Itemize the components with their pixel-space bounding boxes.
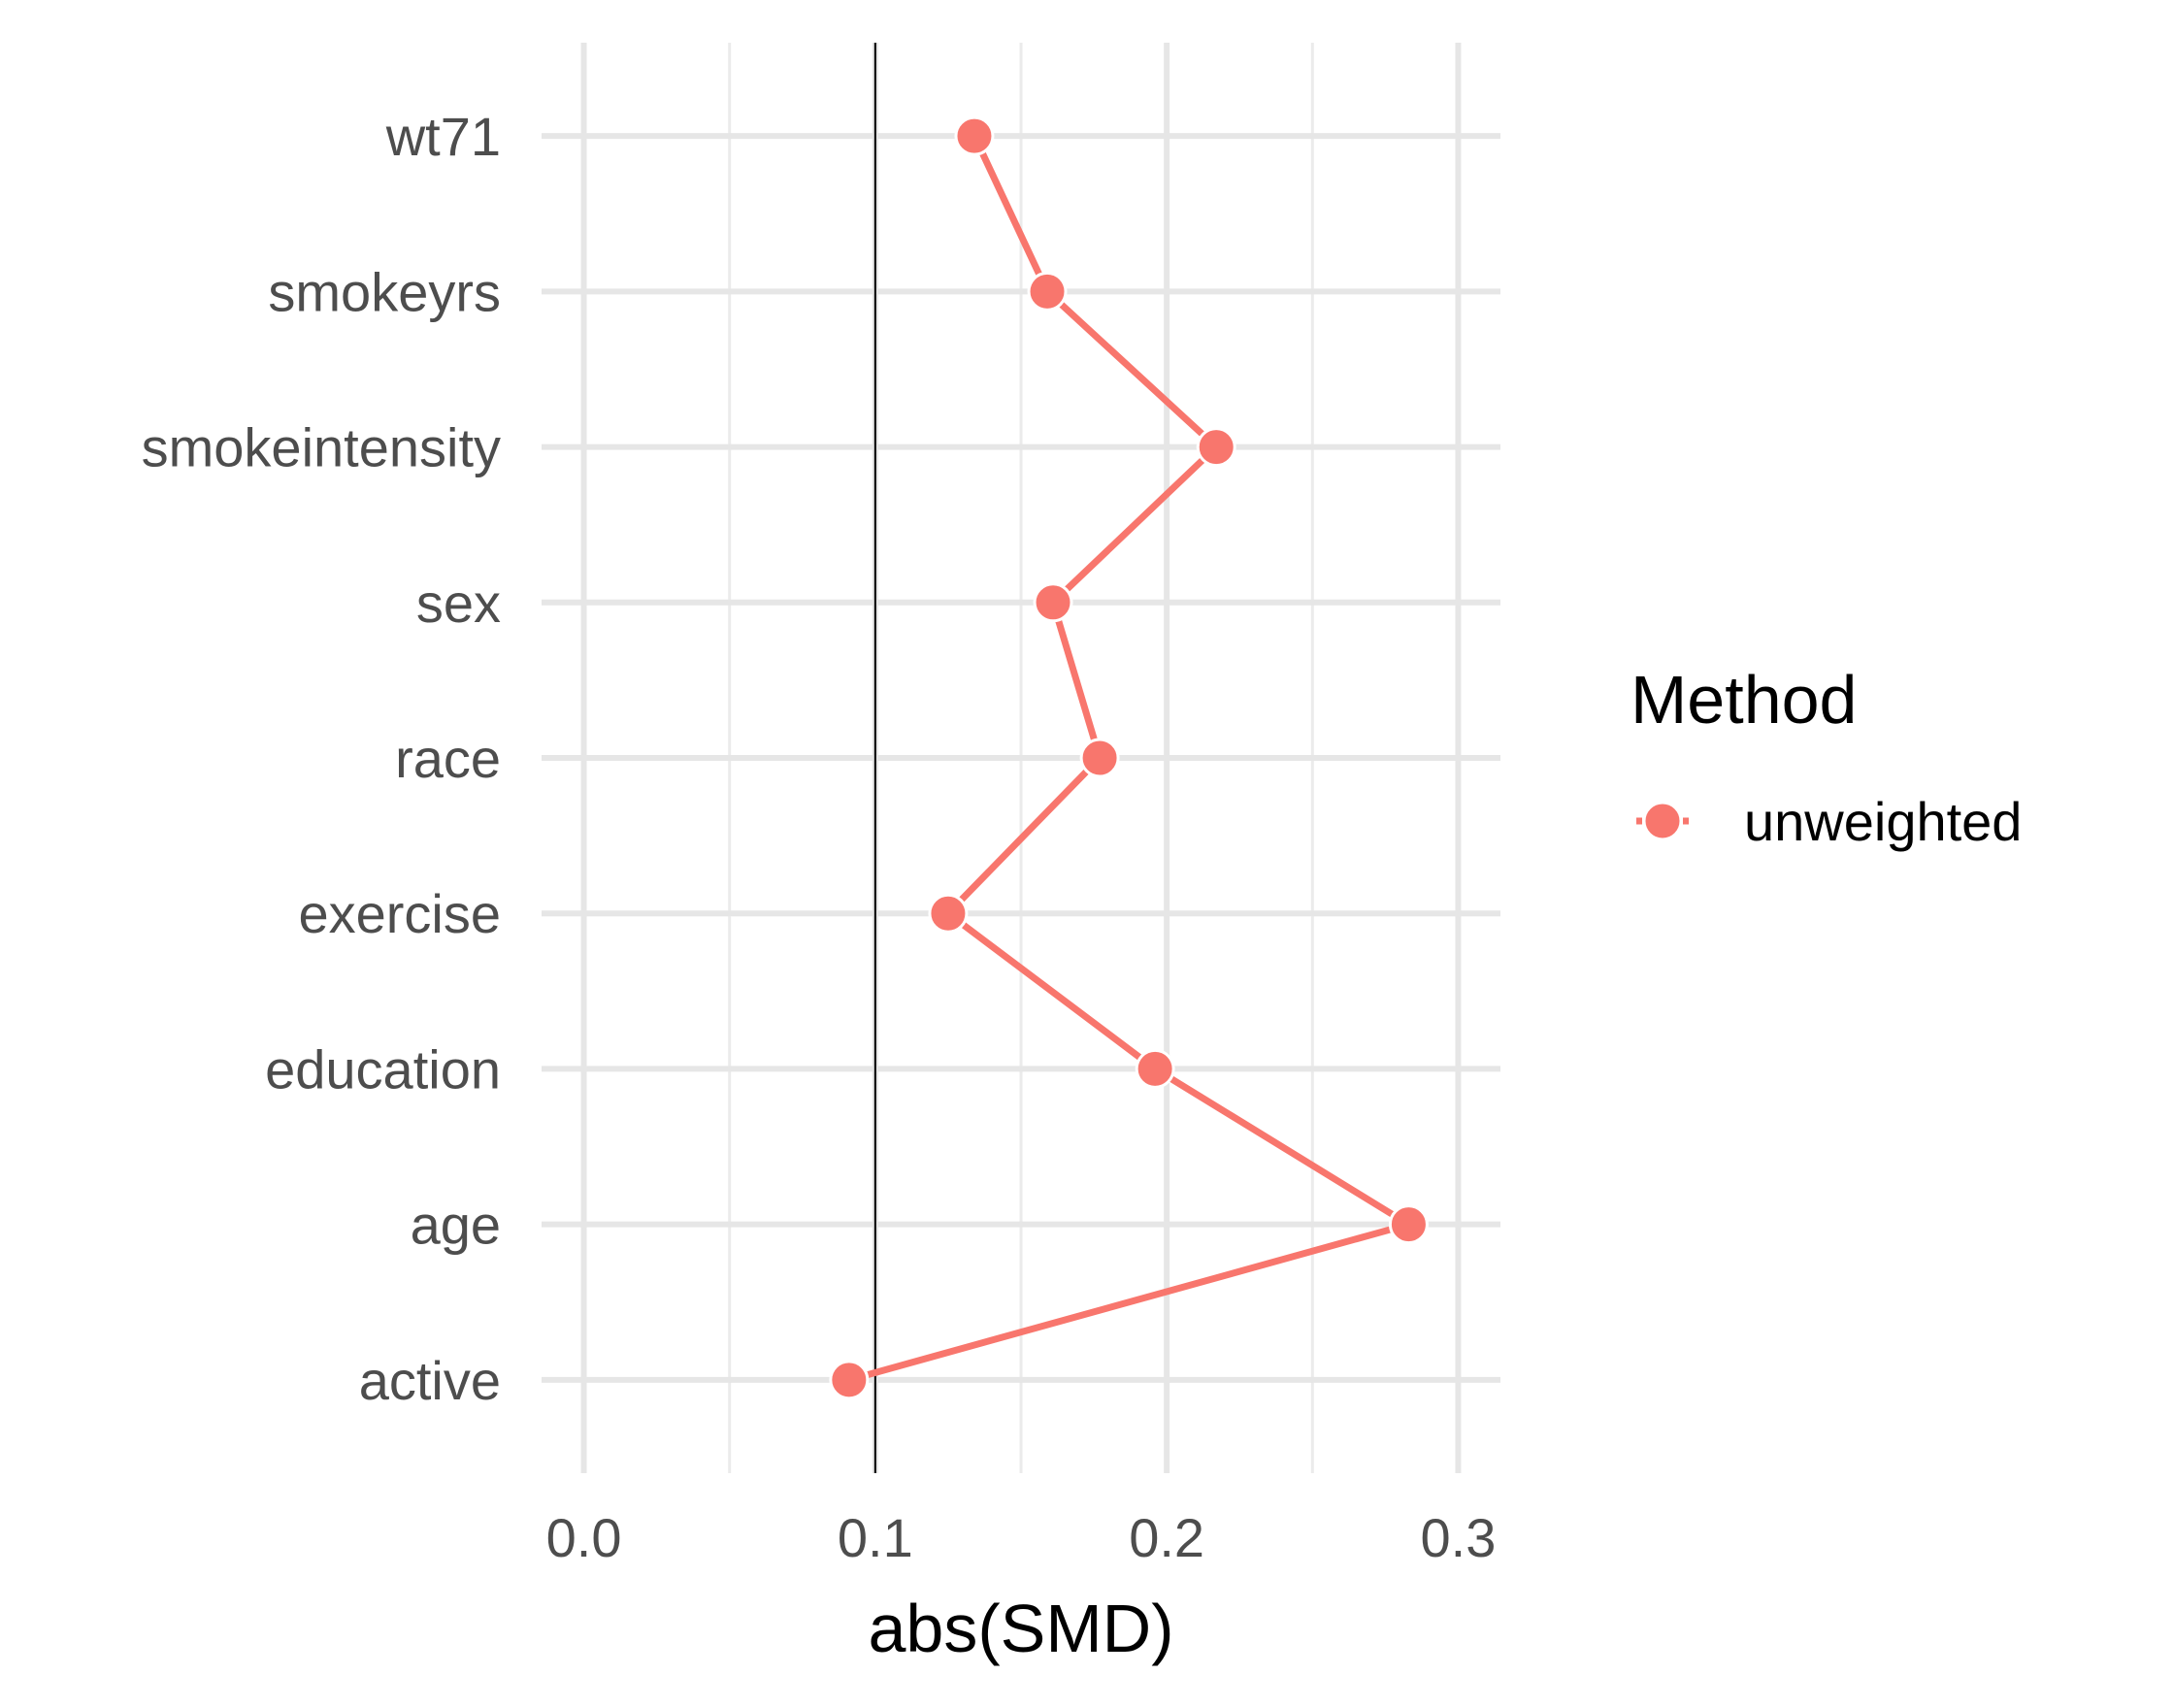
y-tick-labels: active age education exercise race sex smokein… bbox=[142, 106, 501, 1411]
x-tick-label: 0.2 bbox=[1129, 1507, 1204, 1568]
x-tick-label: 0.1 bbox=[838, 1507, 913, 1568]
y-tick-label: smokeintensity bbox=[142, 417, 501, 478]
y-tick-label: education bbox=[265, 1038, 501, 1100]
x-tick-label: 0.0 bbox=[546, 1507, 622, 1568]
data-point bbox=[928, 893, 969, 934]
data-point bbox=[1135, 1048, 1175, 1089]
series-points bbox=[829, 115, 1429, 1400]
y-tick-label: sex bbox=[416, 573, 501, 634]
x-tick-labels: 0.0 0.1 0.2 0.3 bbox=[546, 1507, 1497, 1568]
legend-title: Method bbox=[1630, 662, 1857, 738]
data-point bbox=[1196, 427, 1236, 468]
data-point bbox=[1033, 582, 1073, 623]
data-point bbox=[829, 1360, 870, 1400]
data-point bbox=[954, 115, 995, 156]
y-tick-label: race bbox=[395, 728, 501, 789]
grid bbox=[542, 43, 1500, 1473]
legend-label-unweighted: unweighted bbox=[1744, 791, 2022, 852]
data-point bbox=[1027, 271, 1068, 312]
y-tick-label: smokeyrs bbox=[268, 261, 501, 322]
x-axis-title: abs(SMD) bbox=[868, 1591, 1173, 1666]
legend-key-point bbox=[1642, 801, 1683, 841]
data-point bbox=[1388, 1204, 1429, 1245]
y-tick-label: exercise bbox=[298, 883, 501, 944]
y-tick-label: age bbox=[411, 1195, 501, 1256]
major-y-gridlines bbox=[542, 133, 1500, 1383]
data-point bbox=[1079, 738, 1120, 778]
legend: Method unweighted bbox=[1630, 662, 2022, 852]
x-tick-label: 0.3 bbox=[1421, 1507, 1497, 1568]
y-tick-label: active bbox=[359, 1350, 501, 1411]
y-tick-label: wt71 bbox=[385, 106, 501, 167]
